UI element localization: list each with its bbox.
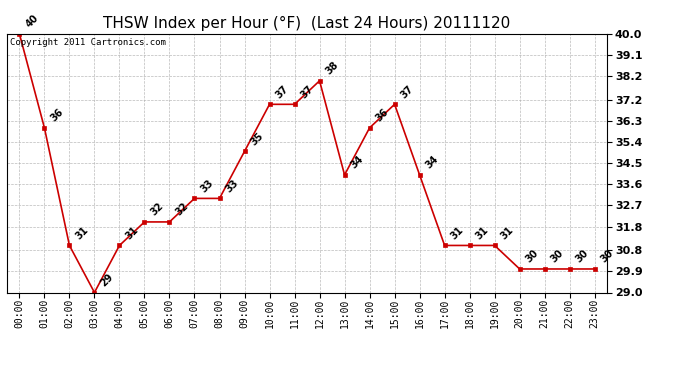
Text: 36: 36 <box>48 107 65 124</box>
Text: 37: 37 <box>399 84 415 100</box>
Text: 31: 31 <box>74 225 90 241</box>
Text: 30: 30 <box>549 248 565 265</box>
Text: 40: 40 <box>23 13 40 30</box>
Text: 31: 31 <box>499 225 515 241</box>
Text: 37: 37 <box>299 84 315 100</box>
Text: 35: 35 <box>248 130 265 147</box>
Text: 32: 32 <box>148 201 165 218</box>
Text: 34: 34 <box>424 154 440 171</box>
Text: 30: 30 <box>524 248 540 265</box>
Text: 37: 37 <box>274 84 290 100</box>
Text: Copyright 2011 Cartronics.com: Copyright 2011 Cartronics.com <box>10 38 166 46</box>
Text: 31: 31 <box>474 225 491 241</box>
Text: 34: 34 <box>348 154 365 171</box>
Text: 33: 33 <box>224 178 240 194</box>
Text: 31: 31 <box>448 225 465 241</box>
Text: 30: 30 <box>599 248 615 265</box>
Text: 33: 33 <box>199 178 215 194</box>
Text: 30: 30 <box>574 248 591 265</box>
Text: 32: 32 <box>174 201 190 218</box>
Text: 29: 29 <box>99 272 115 288</box>
Text: 31: 31 <box>124 225 140 241</box>
Text: 36: 36 <box>374 107 391 124</box>
Text: 38: 38 <box>324 60 340 76</box>
Title: THSW Index per Hour (°F)  (Last 24 Hours) 20111120: THSW Index per Hour (°F) (Last 24 Hours)… <box>104 16 511 31</box>
